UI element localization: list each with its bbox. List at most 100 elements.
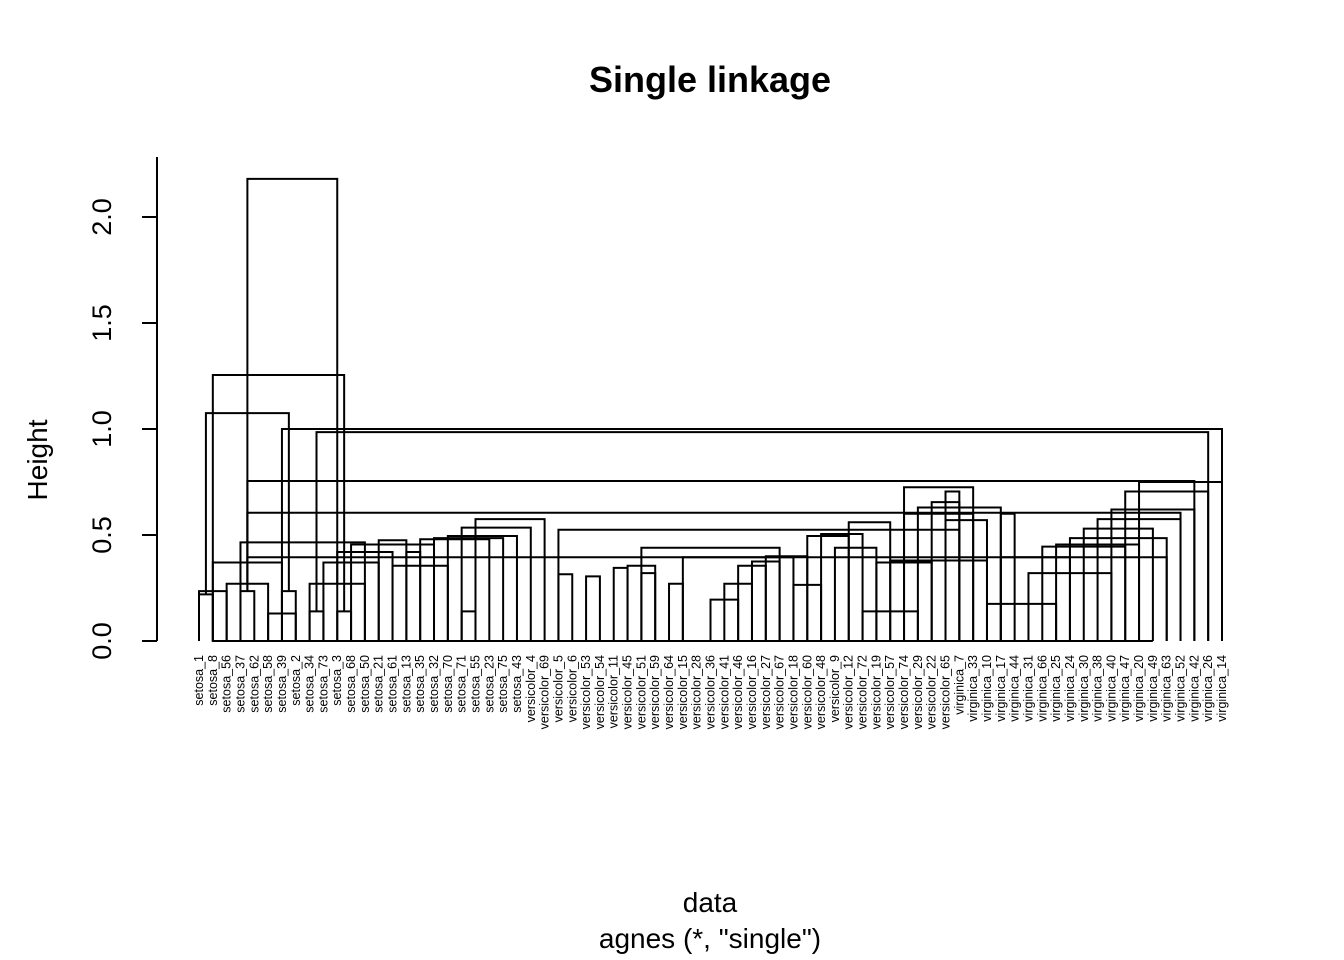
- merge-link: [847, 521, 892, 641]
- merge-link: [820, 532, 864, 641]
- leaf-label: versicolor_28: [690, 655, 704, 729]
- merge-link: [944, 519, 988, 641]
- merge-link: [833, 546, 878, 641]
- leaf-label: versicolor_57: [883, 655, 897, 729]
- leaf-label: versicolor_41: [717, 655, 731, 729]
- leaf-label: setosa_73: [316, 655, 330, 713]
- merge-link: [315, 431, 1210, 641]
- y-tick-label: 2.0: [87, 198, 117, 236]
- leaf-label: versicolor_4: [524, 655, 538, 722]
- leaf-label: versicolor_65: [939, 655, 953, 729]
- leaf-label: versicolor_15: [676, 655, 690, 729]
- leaf-label: setosa_75: [496, 655, 510, 713]
- leaf-label: versicolor_72: [856, 655, 870, 729]
- merge-link: [1082, 527, 1154, 641]
- leaf-label: setosa_32: [427, 655, 441, 713]
- y-tick-label: 0.0: [87, 622, 117, 660]
- leaf-label: setosa_34: [303, 655, 317, 713]
- merge-link: [999, 556, 1071, 641]
- leaf-label: virginica_33: [966, 655, 980, 722]
- leaf-label: versicolor_11: [607, 655, 621, 728]
- merge-link: [764, 555, 809, 641]
- leaf-label: versicolor_22: [925, 655, 939, 729]
- merge-link: [377, 539, 408, 641]
- leaf-label: versicolor_6: [565, 655, 579, 722]
- y-tick-label: 1.5: [87, 304, 117, 342]
- leaf-label: versicolor_29: [911, 655, 925, 729]
- merge-link: [308, 610, 325, 641]
- merge-link: [225, 582, 270, 641]
- merge-link: [474, 518, 546, 641]
- merge-link: [585, 575, 601, 641]
- leaf-label: versicolor_69: [538, 655, 552, 729]
- leaf-label: virginica_26: [1201, 655, 1215, 722]
- merge-link: [198, 593, 214, 641]
- merge-link: [433, 537, 505, 641]
- leaf-labels: setosa_1 setosa_8 setosa_56 setosa_37 setosa…: [192, 655, 1229, 729]
- leaf-label: setosa_37: [233, 655, 247, 713]
- leaf-label: versicolor_19: [869, 655, 883, 729]
- y-tick-label: 1.0: [87, 410, 117, 448]
- leaf-label: setosa_62: [247, 655, 261, 713]
- leaf-label: versicolor_46: [731, 655, 745, 729]
- leaf-label: virginica_31: [1021, 655, 1035, 722]
- leaf-label: versicolor_18: [786, 655, 800, 729]
- leaf-label: setosa_21: [372, 655, 386, 713]
- merge-link: [557, 528, 961, 641]
- leaf-label: setosa_23: [482, 655, 496, 713]
- leaf-label: virginica_49: [1146, 655, 1160, 722]
- leaf-label: virginica_7: [952, 655, 966, 715]
- merge-link: [246, 177, 339, 592]
- y-axis: 0.0 0.5 1.0 1.5 2.0: [87, 157, 158, 660]
- x-axis-sublabel: agnes (*, "single"): [599, 923, 821, 954]
- leaf-label: setosa_43: [510, 655, 524, 713]
- merge-link: [446, 535, 518, 641]
- leaf-label: versicolor_45: [621, 655, 635, 729]
- merge-link: [246, 511, 1182, 641]
- merge-link: [612, 566, 629, 641]
- leaf-label: virginica_63: [1160, 655, 1174, 722]
- leaf-label: versicolor_53: [579, 655, 593, 729]
- merge-link: [280, 590, 297, 641]
- merge-link: [640, 546, 781, 641]
- merge-link: [640, 572, 657, 641]
- leaf-label: setosa_35: [413, 655, 427, 713]
- leaf-label: virginica_10: [980, 655, 994, 722]
- leaf-label: versicolor_54: [593, 655, 607, 729]
- dendrogram-tree: [198, 177, 1223, 642]
- leaf-label: virginica_17: [994, 655, 1008, 722]
- leaf-label: virginica_66: [1035, 655, 1049, 722]
- merge-link: [211, 591, 1153, 642]
- merge-link: [336, 610, 353, 641]
- leaf-label: virginica_24: [1063, 655, 1077, 722]
- leaf-label: setosa_50: [358, 655, 372, 713]
- leaf-label: virginica_38: [1091, 655, 1105, 722]
- leaf-label: setosa_55: [468, 655, 482, 713]
- y-tick-label: 0.5: [87, 516, 117, 554]
- merge-link: [246, 479, 1196, 641]
- leaf-label: virginica_40: [1104, 655, 1118, 722]
- leaf-label: virginica_42: [1187, 655, 1201, 722]
- leaf-label: virginica_30: [1077, 655, 1091, 722]
- leaf-label: versicolor_64: [662, 655, 676, 729]
- leaf-label: versicolor_16: [745, 655, 759, 729]
- leaf-label: virginica_20: [1132, 655, 1146, 722]
- merge-link: [557, 573, 574, 641]
- merge-link: [211, 373, 346, 612]
- leaf-label: virginica_14: [1215, 655, 1229, 722]
- leaf-label: virginica_47: [1118, 655, 1132, 722]
- leaf-label: virginica_52: [1174, 655, 1188, 722]
- leaf-label: setosa_1: [192, 655, 206, 706]
- merge-link: [239, 541, 366, 641]
- merge-link: [999, 512, 1016, 641]
- leaf-label: setosa_68: [344, 655, 358, 713]
- leaf-label: setosa_61: [386, 655, 400, 713]
- merge-link: [985, 602, 1058, 641]
- leaf-label: versicolor_60: [800, 655, 814, 729]
- leaf-label: versicolor_51: [634, 655, 648, 729]
- merge-link: [280, 428, 1223, 641]
- merge-link: [668, 582, 684, 641]
- leaf-label: setosa_58: [261, 655, 275, 713]
- leaf-label: versicolor_5: [551, 655, 565, 722]
